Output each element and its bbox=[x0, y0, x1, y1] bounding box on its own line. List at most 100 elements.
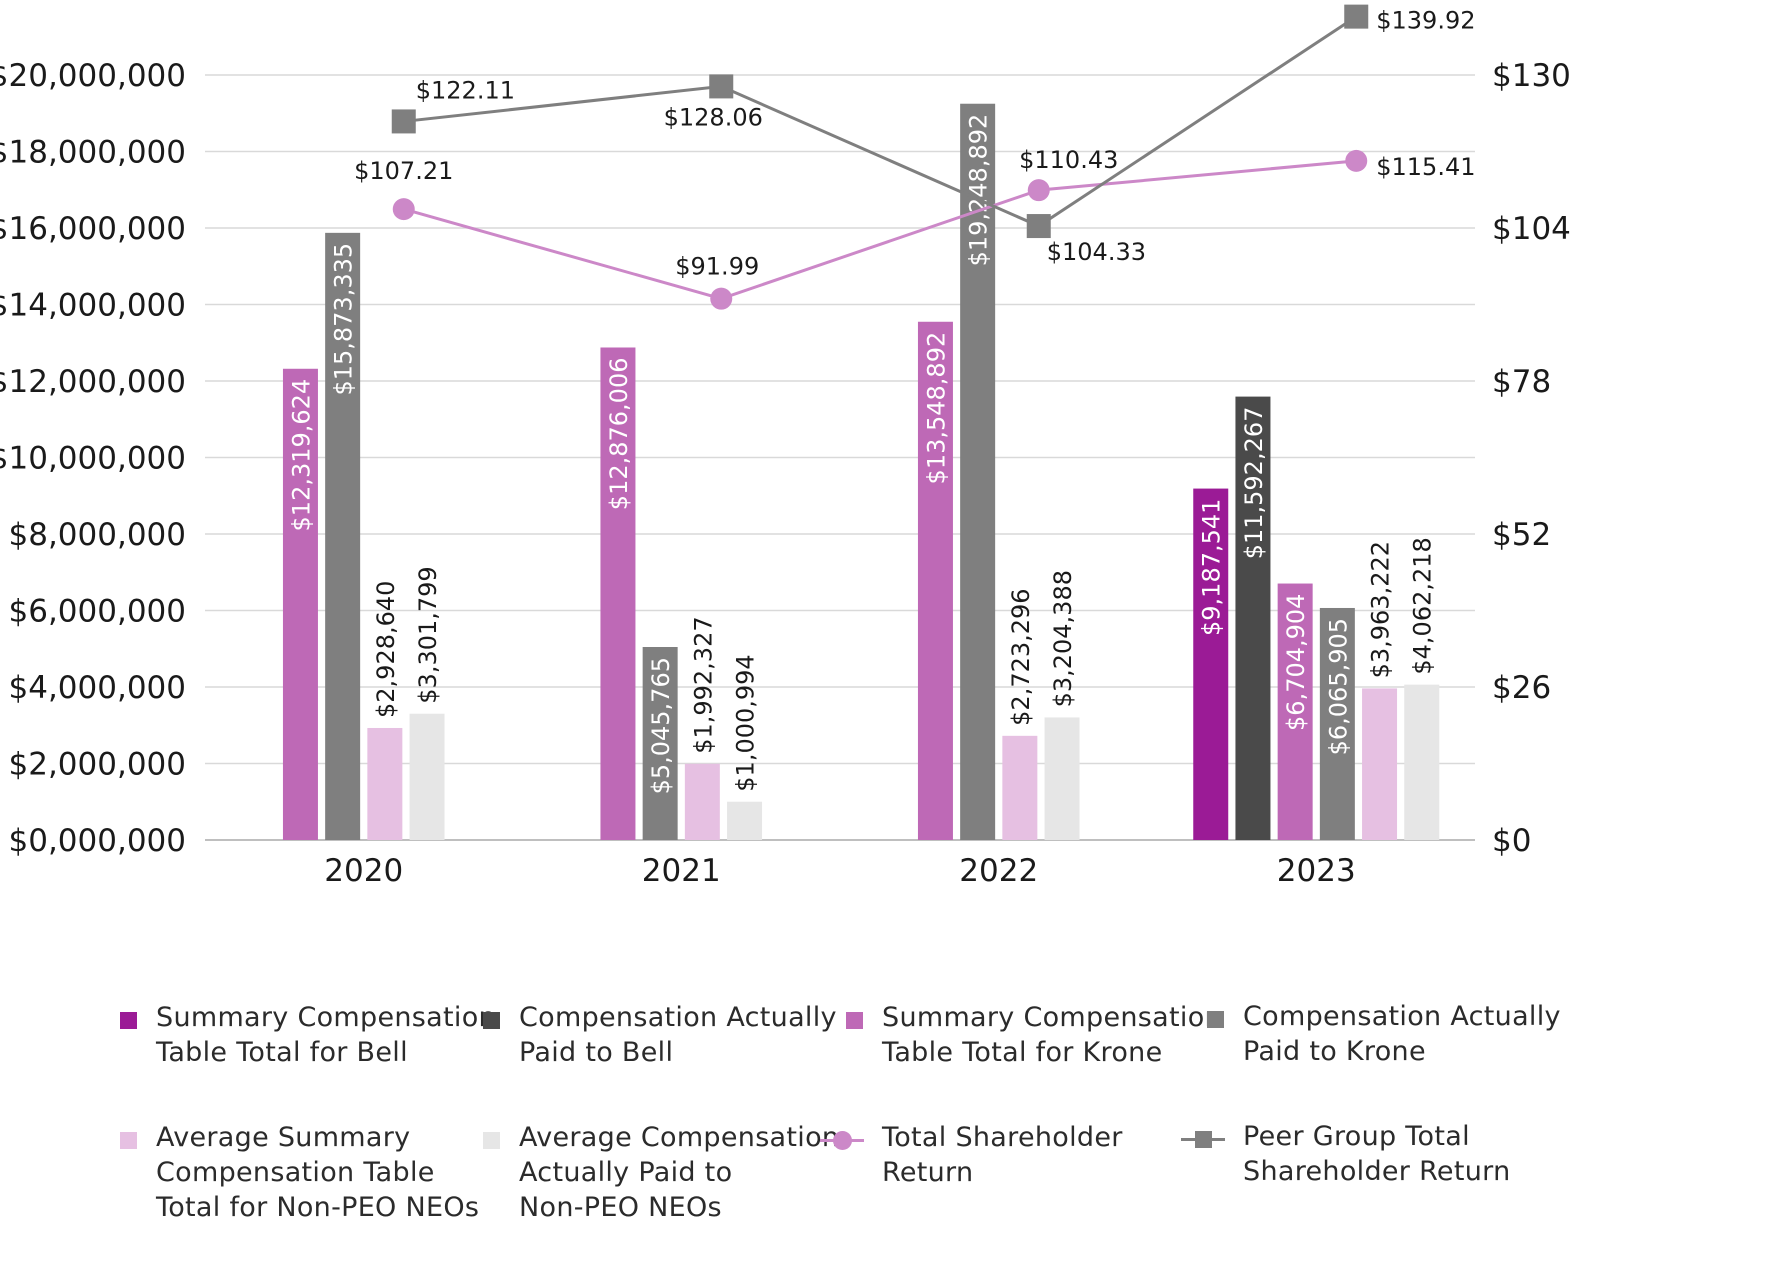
line-data-label: $115.41 bbox=[1376, 153, 1475, 181]
bar bbox=[727, 801, 763, 840]
square-swatch-icon bbox=[473, 1000, 519, 1034]
line-point bbox=[710, 287, 733, 310]
legend-item-bell-sct: Summary Compensation Table Total for Bel… bbox=[110, 1000, 496, 1070]
bar bbox=[367, 727, 403, 840]
line-point bbox=[392, 198, 415, 221]
bar bbox=[960, 103, 996, 841]
line-point bbox=[1027, 179, 1050, 202]
left-tick-label: $14,000,000 bbox=[0, 288, 186, 324]
line-data-label: $110.43 bbox=[1019, 146, 1118, 174]
bar bbox=[600, 347, 636, 840]
left-tick-label: $10,000,000 bbox=[0, 441, 186, 477]
left-tick-label: $0,000,000 bbox=[9, 823, 187, 859]
bar-data-label: $2,928,640 bbox=[372, 581, 400, 718]
bar-data-label: $3,301,799 bbox=[414, 566, 442, 703]
legend-label-line: Paid to Krone bbox=[1243, 1036, 1426, 1067]
x-tick-label: 2021 bbox=[642, 853, 721, 889]
line-square-icon bbox=[1181, 1119, 1243, 1153]
bar-data-label: $1,000,994 bbox=[732, 654, 760, 791]
bar-data-label: $13,548,892 bbox=[922, 332, 950, 485]
swatch-fill bbox=[846, 1012, 863, 1029]
line-data-label: $91.99 bbox=[675, 253, 759, 281]
bar bbox=[282, 368, 318, 840]
legend-dot bbox=[833, 1131, 852, 1150]
bar-data-label: $12,319,624 bbox=[287, 379, 315, 532]
legend-label-line: Compensation Actually bbox=[519, 1002, 837, 1033]
legend-item-bell-cap: Compensation Actually Paid to Bell bbox=[473, 1000, 837, 1070]
bar-series: $12,319,624 $15,873,335 $2,928,640 $3,301,7… bbox=[282, 103, 1440, 841]
legend-label-line: Paid to Bell bbox=[519, 1037, 674, 1068]
legend-label-line: Actually Paid to bbox=[519, 1157, 733, 1188]
legend-item-tsr: Total Shareholder Return bbox=[820, 1120, 1123, 1190]
bar-data-label: $9,187,541 bbox=[1198, 499, 1226, 636]
right-tick-label: $78 bbox=[1492, 364, 1551, 400]
legend-item-peer-tsr: Peer Group Total Shareholder Return bbox=[1181, 1119, 1510, 1189]
right-tick-label: $104 bbox=[1492, 211, 1571, 247]
bar-data-label: $3,204,388 bbox=[1049, 570, 1077, 707]
x-tick-label: 2020 bbox=[324, 853, 403, 889]
bar bbox=[409, 713, 445, 840]
left-tick-label: $4,000,000 bbox=[9, 670, 187, 706]
left-tick-label: $12,000,000 bbox=[0, 364, 186, 400]
square-swatch-icon bbox=[836, 1000, 882, 1034]
bar-data-label: $2,723,296 bbox=[1007, 588, 1035, 725]
legend-label-line: Shareholder Return bbox=[1243, 1156, 1511, 1187]
legend-item-neo-cap: Average Compensation Actually Paid to No… bbox=[473, 1120, 839, 1225]
swatch-fill bbox=[120, 1012, 137, 1029]
bar-data-label: $4,062,218 bbox=[1409, 537, 1437, 674]
square-swatch-icon bbox=[110, 1120, 156, 1154]
legend-item-neo-sct: Average Summary Compensation Table Total… bbox=[110, 1120, 479, 1225]
square-swatch-icon bbox=[1197, 999, 1243, 1033]
bar-data-label: $11,592,267 bbox=[1240, 407, 1268, 560]
bar bbox=[1404, 684, 1440, 840]
line-data-label: $107.21 bbox=[354, 157, 453, 185]
legend-square bbox=[1195, 1131, 1212, 1148]
bar bbox=[642, 646, 678, 840]
line-point bbox=[709, 74, 734, 99]
bar-data-label: $3,963,222 bbox=[1367, 541, 1395, 678]
right-tick-label: $0 bbox=[1492, 823, 1531, 859]
line-point bbox=[1344, 4, 1369, 29]
bar bbox=[917, 321, 953, 840]
legend-label-line: Average Summary bbox=[156, 1122, 411, 1153]
left-tick-label: $20,000,000 bbox=[0, 58, 186, 94]
line-data-label: $139.92 bbox=[1376, 7, 1475, 35]
bar bbox=[1002, 735, 1038, 840]
legend-label-line: Compensation Actually bbox=[1243, 1001, 1561, 1032]
right-axis: $0 $26 $52 $78 $104 $130 bbox=[1492, 58, 1571, 859]
bar-data-label: $19,248,892 bbox=[965, 114, 993, 267]
right-tick-label: $52 bbox=[1492, 517, 1551, 553]
square-swatch-icon bbox=[473, 1120, 519, 1154]
swatch-fill bbox=[120, 1132, 137, 1149]
legend-label-line: Return bbox=[882, 1157, 974, 1188]
legend: Summary Compensation Table Total for Bel… bbox=[110, 1000, 1690, 1240]
left-tick-label: $16,000,000 bbox=[0, 211, 186, 247]
legend-label-line: Total Shareholder bbox=[882, 1122, 1123, 1153]
legend-label-line: Compensation Table bbox=[156, 1157, 435, 1188]
left-tick-label: $6,000,000 bbox=[9, 594, 187, 630]
legend-label-line: Peer Group Total bbox=[1243, 1121, 1470, 1152]
bar-data-label: $6,065,905 bbox=[1324, 618, 1352, 755]
x-tick-label: 2023 bbox=[1277, 853, 1356, 889]
line-series: $107.21 $91.99 $110.43 $115.41 $122.11 $128.0… bbox=[354, 4, 1476, 310]
line-circle-icon bbox=[820, 1120, 882, 1154]
swatch-fill bbox=[1207, 1011, 1224, 1028]
line-data-label: $128.06 bbox=[664, 103, 763, 131]
bar bbox=[1193, 488, 1229, 840]
legend-label-line: Average Compensation bbox=[519, 1122, 840, 1153]
bar-data-label: $12,876,006 bbox=[605, 357, 633, 510]
legend-label-line: Table Total for Bell bbox=[156, 1037, 408, 1068]
line-point bbox=[391, 109, 416, 134]
left-tick-label: $2,000,000 bbox=[9, 747, 187, 783]
legend-label-line: Table Total for Krone bbox=[882, 1037, 1163, 1068]
line-data-label: $122.11 bbox=[416, 76, 515, 104]
left-tick-label: $8,000,000 bbox=[9, 517, 187, 553]
legend-label-line: Total for Non-PEO NEOs bbox=[156, 1192, 480, 1223]
legend-item-krone-cap: Compensation Actually Paid to Krone bbox=[1197, 999, 1561, 1069]
bar-data-label: $15,873,335 bbox=[330, 243, 358, 396]
x-axis: 2020 2021 2022 2023 bbox=[324, 853, 1355, 889]
line-point bbox=[1345, 149, 1368, 172]
bar bbox=[325, 232, 361, 840]
legend-label-line: Summary Compensation bbox=[156, 1002, 496, 1033]
